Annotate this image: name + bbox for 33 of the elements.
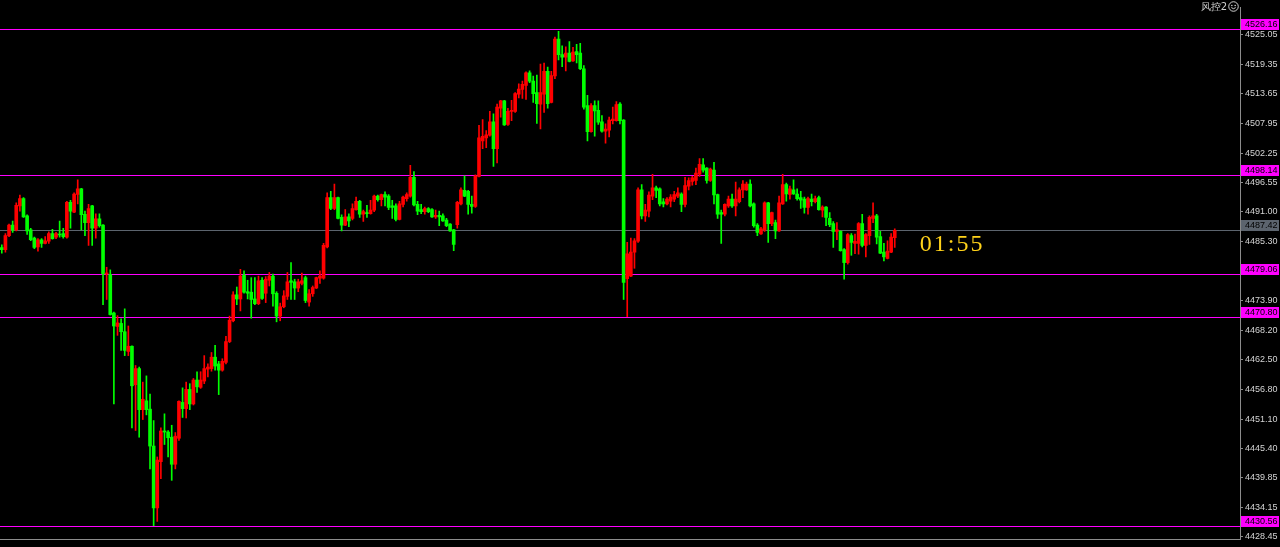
y-tick-label: 4496.55 (1245, 177, 1278, 188)
ref-line-label: 4526.16 (1245, 18, 1278, 29)
annotation: 风控2 (1200, 0, 1227, 12)
y-tick-label: 4445.40 (1245, 443, 1278, 454)
y-tick-label: 4456.80 (1245, 383, 1278, 394)
y-tick-label: 4519.35 (1245, 58, 1278, 69)
candlestick (249, 277, 254, 319)
annotation: 01:55 (919, 229, 985, 256)
candlestick (383, 191, 387, 207)
candlestick (535, 74, 539, 124)
candlestick (835, 222, 839, 241)
y-tick-label: 4439.85 (1245, 471, 1278, 482)
ref-line-label: 4498.14 (1245, 164, 1278, 175)
ref-line-label: 4430.56 (1245, 515, 1278, 526)
ref-line-label: 4487.42 (1245, 219, 1278, 230)
candlestick (563, 46, 568, 72)
y-tick-label: 4485.30 (1245, 235, 1278, 246)
y-tick-label: 4473.90 (1245, 295, 1278, 306)
candlestick (365, 205, 369, 218)
y-tick-label: 4462.50 (1245, 354, 1278, 365)
y-tick-label: 4513.65 (1245, 88, 1278, 99)
y-tick-label: 4507.95 (1245, 118, 1278, 129)
y-tick-label: 4428.45 (1245, 531, 1278, 542)
candlestick (289, 262, 293, 300)
y-tick-label: 4525.05 (1245, 29, 1278, 40)
ref-line-label: 4470.80 (1245, 306, 1278, 317)
y-tick-label: 4491.00 (1245, 206, 1278, 217)
ref-line-label: 4479.06 (1245, 263, 1278, 274)
y-tick-label: 4502.25 (1245, 147, 1278, 158)
candlestick (390, 199, 395, 219)
y-tick-label: 4434.15 (1245, 501, 1278, 512)
y-tick-label: 4468.20 (1245, 324, 1278, 335)
y-tick-label: 4451.10 (1245, 413, 1278, 424)
